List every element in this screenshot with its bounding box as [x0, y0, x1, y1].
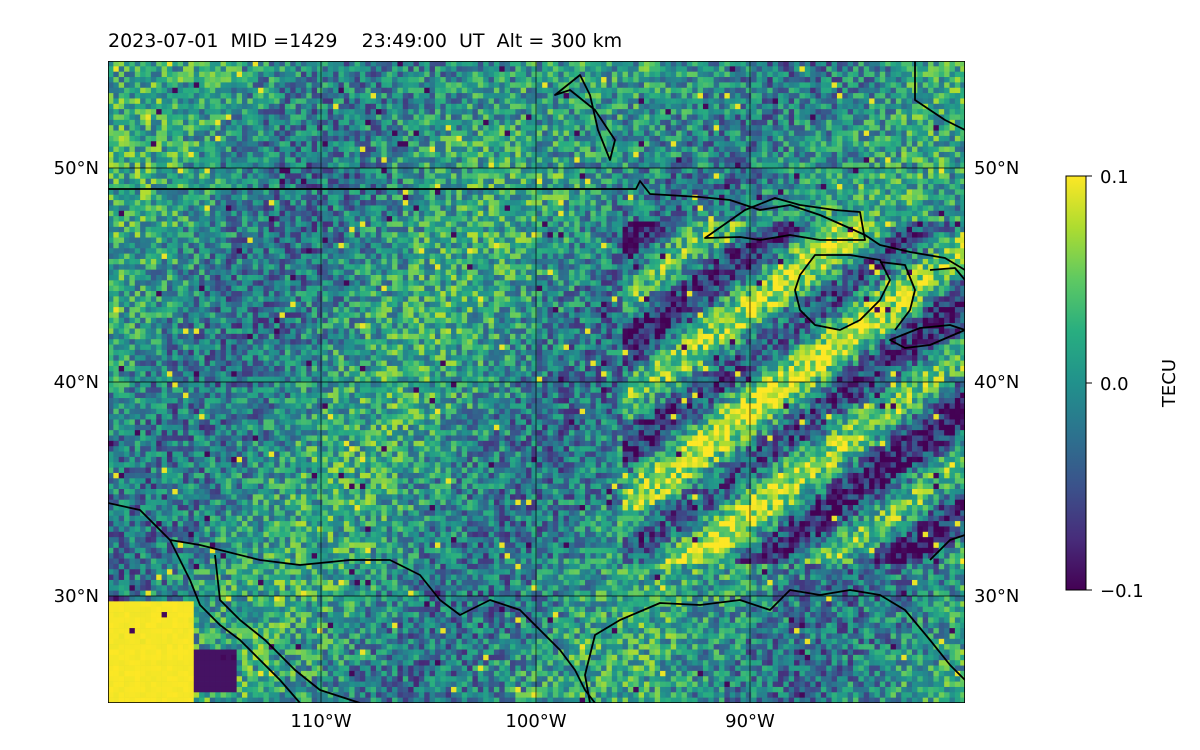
lat-label-40n-right: 40°N — [974, 372, 1019, 393]
lake-huron — [879, 261, 916, 331]
colorbar-label: TECU — [1159, 359, 1180, 408]
lat-label-50n-right: 50°N — [974, 158, 1019, 179]
gridlines — [108, 61, 965, 703]
gulf-coast — [584, 589, 965, 703]
baja-coast — [169, 539, 301, 703]
colorbar-tick-label-max: 0.1 — [1100, 167, 1129, 188]
lake-michigan — [794, 254, 891, 331]
lake-ontario — [929, 267, 965, 281]
colorbar-gradient — [1065, 175, 1087, 591]
sea-of-cortez-coast — [214, 554, 361, 703]
us-canada-border — [108, 180, 965, 271]
coastlines — [108, 61, 965, 703]
colorbar: 0.1 0.0 −0.1 TECU — [1065, 167, 1180, 602]
lat-label-30n-left: 30°N — [54, 586, 99, 607]
colorbar-tick-label-min: −0.1 — [1100, 581, 1144, 602]
us-mexico-border — [108, 502, 596, 703]
tec-field-cells — [108, 61, 965, 703]
lon-label-90w: 90°W — [725, 711, 775, 732]
lat-label-50n-left: 50°N — [54, 158, 99, 179]
atlantic-coast — [929, 534, 965, 561]
colorbar-tick-label-zero: 0.0 — [1100, 374, 1129, 395]
lon-labels: 110°W 100°W 90°W — [290, 711, 775, 732]
lat-labels-left: 50°N 40°N 30°N — [54, 158, 99, 607]
map-area — [108, 61, 965, 703]
lat-labels-right: 50°N 40°N 30°N — [974, 158, 1019, 607]
lon-label-100w: 100°W — [505, 711, 566, 732]
lake-superior — [704, 197, 866, 241]
lat-label-30n-right: 30°N — [974, 586, 1019, 607]
map-title: 2023-07-01 MID =1429 23:49:00 UT Alt = 3… — [108, 30, 623, 52]
hudson-bay-coast — [914, 61, 965, 131]
lat-label-40n-left: 40°N — [54, 372, 99, 393]
lake-erie — [889, 324, 965, 349]
lon-label-110w: 110°W — [290, 711, 351, 732]
lake-winnipeg — [554, 74, 616, 161]
